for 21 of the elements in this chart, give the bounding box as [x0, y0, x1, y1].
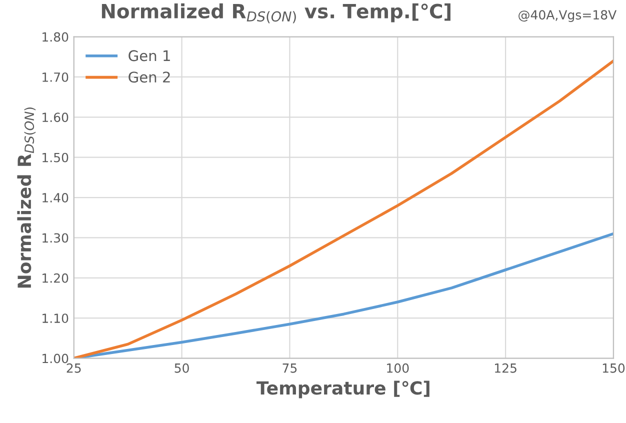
x-axis-title: Temperature [℃] — [256, 380, 430, 398]
chart-title: Normalized R$_{DS(ON)}$ vs. Temp.[℃] — [102, 3, 450, 24]
x-tick-label: 75 — [282, 364, 297, 373]
x-tick-label: 150 — [602, 363, 625, 373]
y-tick-label: 1.00 — [42, 354, 68, 364]
x-tick-label: 50 — [174, 363, 189, 373]
y-tick-label: 1.50 — [42, 152, 68, 162]
y-axis-title: Normalized R$_{DS(ON)}$ — [17, 107, 36, 288]
x-tick-label: 125 — [495, 363, 516, 373]
x-tick-label: 100 — [387, 363, 409, 373]
y-tick-label: 1.80 — [42, 32, 68, 42]
y-tick-label: 1.30 — [42, 233, 68, 243]
y-tick-label: 1.60 — [42, 112, 68, 122]
y-tick-label: 1.70 — [42, 72, 68, 82]
legend-label: Gen 1 — [128, 50, 170, 62]
x-tick-label: 25 — [66, 363, 81, 373]
legend-label: Gen 2 — [128, 72, 170, 83]
y-tick-label: 1.10 — [42, 314, 68, 324]
y-tick-label: 1.40 — [42, 193, 68, 202]
chart-subtitle: @40A,Vgs=18V — [518, 10, 617, 22]
y-tick-label: 1.20 — [42, 273, 68, 283]
